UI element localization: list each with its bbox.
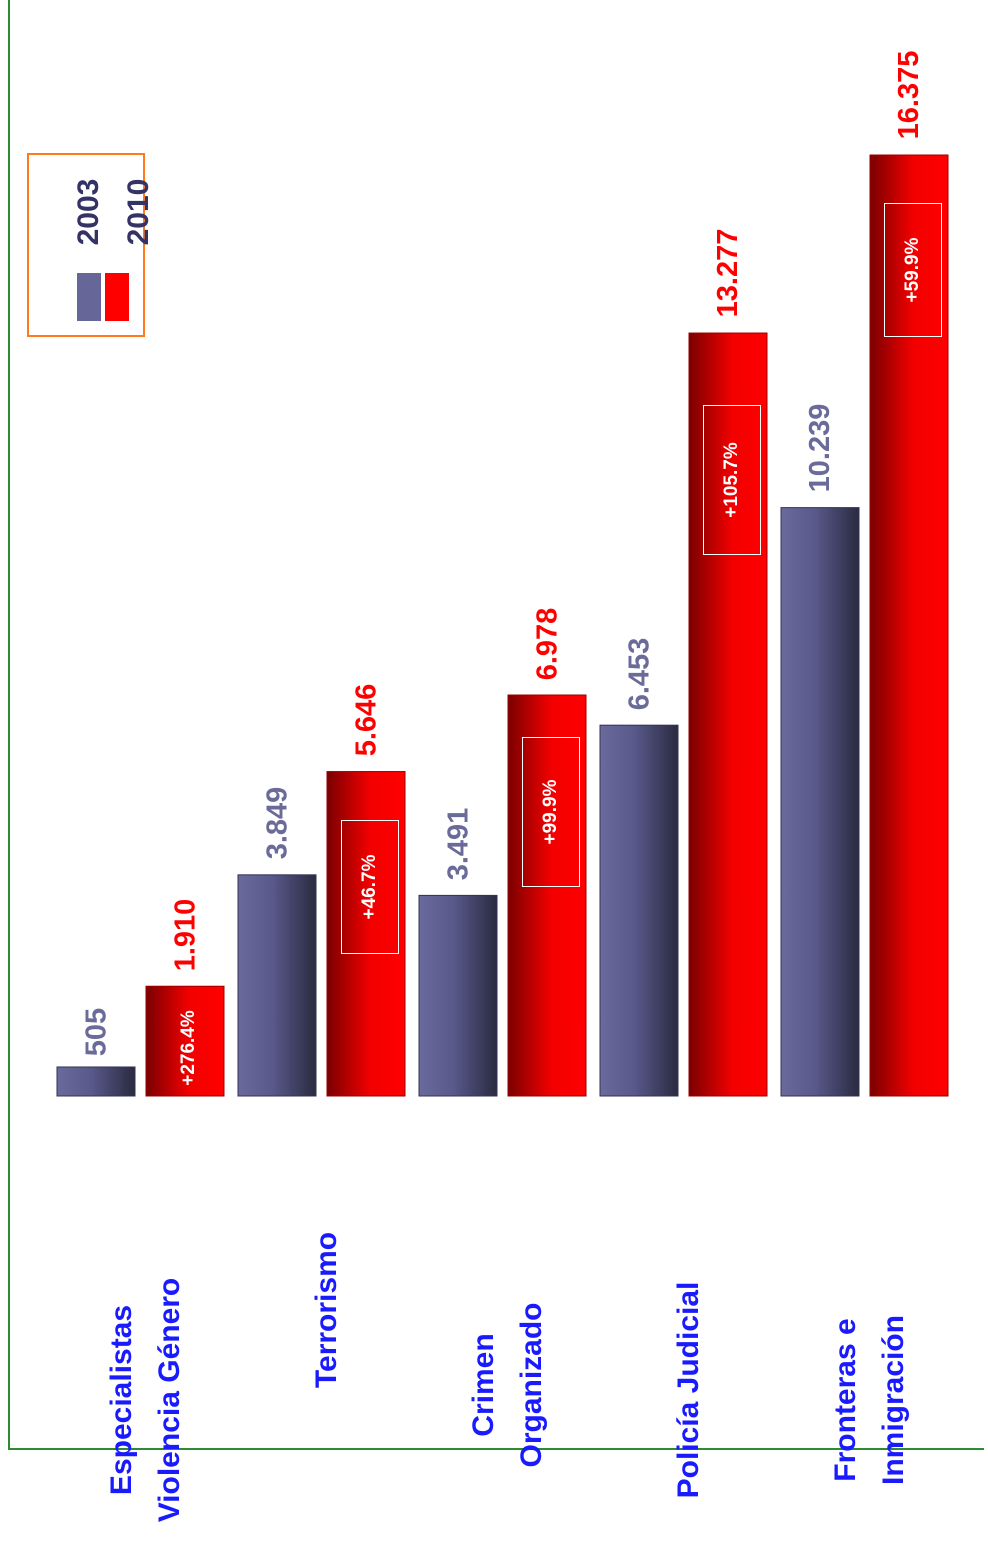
category-line: Inmigración xyxy=(877,1314,910,1486)
category-line: Fronteras e xyxy=(829,1318,862,1482)
legend-swatch-2010 xyxy=(105,273,129,321)
value-label-2003-0: 505 xyxy=(80,1008,112,1057)
pct-change-label-2: +99.9% xyxy=(540,779,561,845)
category-line: Crimen xyxy=(467,1333,500,1437)
value-label-2003-4: 10.239 xyxy=(804,403,836,492)
pct-change-label-1: +46.7% xyxy=(359,854,380,920)
bar-2003-4 xyxy=(780,507,860,1097)
bar-2010-4 xyxy=(869,154,949,1097)
bar-2010-1 xyxy=(326,771,406,1097)
category-line: Policía Judicial xyxy=(672,1281,705,1499)
value-label-2010-1: 5.646 xyxy=(350,683,382,757)
bar-2010-3 xyxy=(688,332,768,1097)
bars-group xyxy=(56,154,949,1097)
pct-change-label-4: +59.9% xyxy=(902,237,923,303)
bar-2010-0 xyxy=(145,985,225,1097)
category-label-3: Policía Judicial xyxy=(665,1240,713,1540)
pct-change-box-2 xyxy=(522,737,580,887)
chart-frame xyxy=(8,0,984,1450)
value-label-2010-3: 13.277 xyxy=(712,228,744,318)
category-label-4: Fronteras e Inmigración xyxy=(822,1250,918,1550)
bar-2003-0 xyxy=(56,1066,136,1097)
pct-change-box-4 xyxy=(884,203,942,337)
legend-swatch-2003 xyxy=(77,273,101,321)
value-label-2003-3: 6.453 xyxy=(623,637,655,710)
bar-2003-2 xyxy=(418,894,498,1097)
pct-change-box-3 xyxy=(703,405,761,555)
value-label-2003-2: 3.491 xyxy=(442,807,474,881)
bar-chart xyxy=(56,154,949,1097)
category-label-1: Terrorismo xyxy=(303,1160,351,1460)
pct-change-label-3: +105.7% xyxy=(721,442,742,518)
value-label-2003-1: 3.849 xyxy=(261,787,293,860)
bar-2003-3 xyxy=(599,724,679,1097)
category-label-0: Especialistas Violencia Género xyxy=(98,1250,194,1550)
value-label-2010-4: 16.375 xyxy=(893,50,925,140)
category-line: Terrorismo xyxy=(310,1231,343,1389)
value-label-2010-0: 1.910 xyxy=(169,898,201,972)
bar-2010-2 xyxy=(507,694,587,1097)
legend-label-2010: 2010 xyxy=(122,178,155,246)
legend-label-2003: 2003 xyxy=(72,178,105,246)
legend: 2003 2010 xyxy=(27,153,155,337)
category-label-2: Crimen Organizado xyxy=(460,1235,556,1535)
category-line: Violencia Género xyxy=(153,1277,186,1523)
value-label-2010-2: 6.978 xyxy=(531,607,563,680)
pct-change-label-0: +276.4% xyxy=(178,1010,199,1086)
category-line: Especialistas xyxy=(105,1304,138,1496)
pct-change-box-1 xyxy=(341,820,399,954)
bar-2003-1 xyxy=(237,874,317,1097)
category-line: Organizado xyxy=(515,1302,548,1468)
